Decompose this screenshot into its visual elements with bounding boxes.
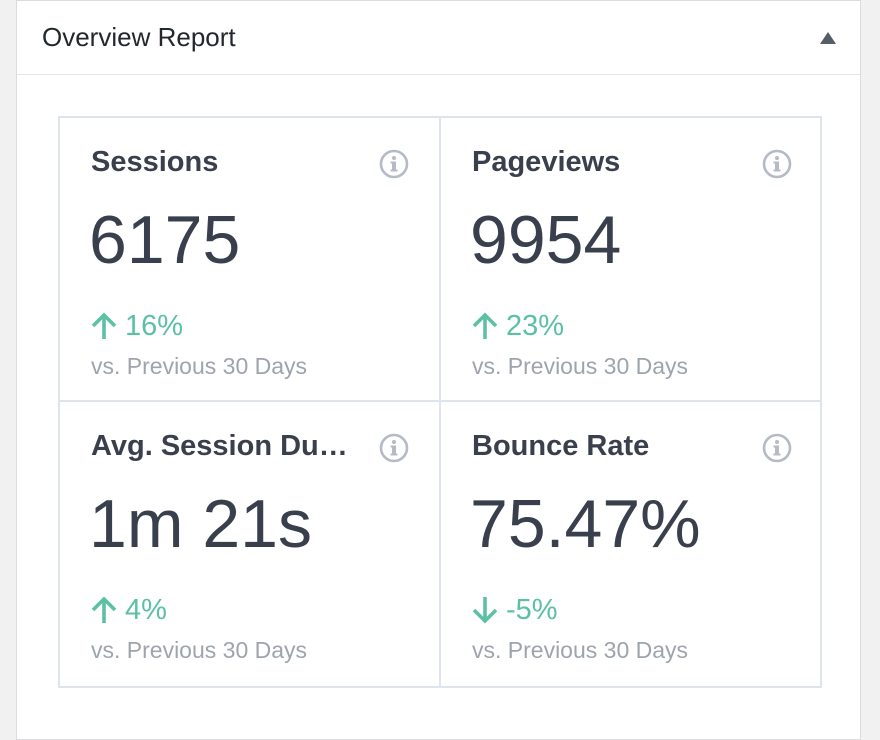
info-icon[interactable] xyxy=(379,149,409,179)
info-icon[interactable] xyxy=(762,433,792,463)
metric-change: 4% xyxy=(91,593,167,627)
arrow-down-icon xyxy=(472,597,498,624)
metric-change-value: 16% xyxy=(125,310,184,342)
panel-title: Overview Report xyxy=(42,22,236,52)
metric-card-pageviews: Pageviews 9954 23% vs. Previous 30 Days xyxy=(441,118,822,402)
metric-title: Sessions xyxy=(91,146,219,178)
metric-change: -5% xyxy=(472,593,558,627)
metric-value: 1m 21s xyxy=(89,486,312,562)
metric-compare-label: vs. Previous 30 Days xyxy=(91,637,308,663)
metric-card-avg-session-duration: Avg. Session Du… 1m 21s 4% vs. Previous xyxy=(60,402,441,686)
metric-change-value: -5% xyxy=(506,594,558,626)
collapse-toggle-button[interactable] xyxy=(796,1,860,75)
panel-header: Overview Report xyxy=(17,1,860,75)
metric-card-bounce-rate: Bounce Rate 75.47% -5% vs. Previous 30 xyxy=(441,402,822,686)
arrow-up-icon xyxy=(472,312,498,339)
arrow-up-icon xyxy=(91,312,117,339)
triangle-up-icon xyxy=(820,32,836,44)
arrow-up-icon xyxy=(91,596,117,623)
metric-title: Bounce Rate xyxy=(472,430,650,462)
metrics-grid: Sessions 6175 16% vs. Previous 30 Days xyxy=(58,116,822,688)
metric-compare-label: vs. Previous 30 Days xyxy=(472,353,689,379)
metric-title: Avg. Session Du… xyxy=(91,430,348,462)
metric-compare-label: vs. Previous 30 Days xyxy=(91,353,308,379)
overview-report-panel: Overview Report Sessions 6175 xyxy=(16,0,861,740)
info-icon[interactable] xyxy=(379,433,409,463)
metric-value: 75.47% xyxy=(470,486,701,562)
metric-title: Pageviews xyxy=(472,146,621,178)
metric-change: 16% xyxy=(91,309,183,343)
metric-change-value: 4% xyxy=(125,594,167,626)
metric-card-sessions: Sessions 6175 16% vs. Previous 30 Days xyxy=(60,118,441,402)
metric-change-value: 23% xyxy=(506,310,565,342)
metric-value: 9954 xyxy=(470,202,622,278)
metric-value: 6175 xyxy=(89,202,241,278)
metric-change: 23% xyxy=(472,309,564,343)
metric-compare-label: vs. Previous 30 Days xyxy=(472,637,689,663)
info-icon[interactable] xyxy=(762,149,792,179)
